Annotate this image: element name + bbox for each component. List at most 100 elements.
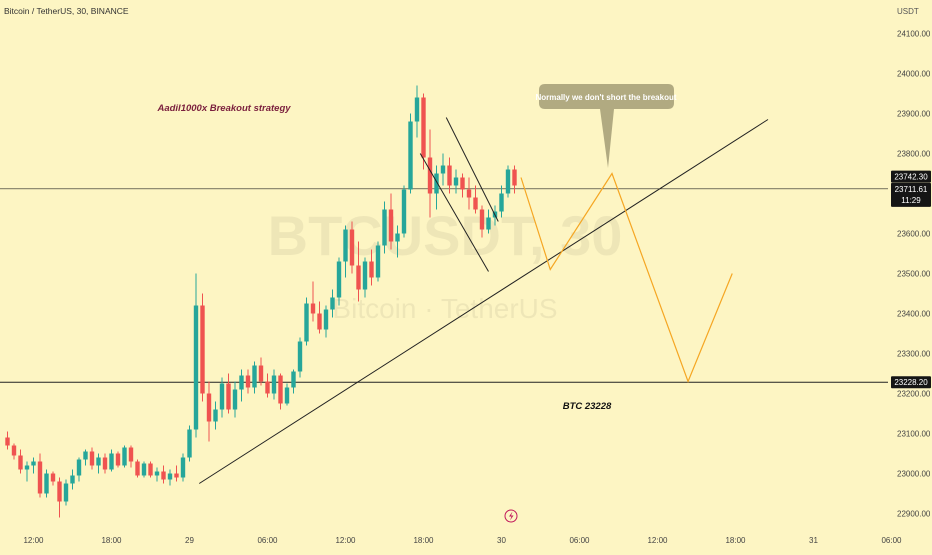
y-tick-label: 23100.00	[897, 430, 931, 439]
candle	[128, 445, 134, 468]
candle	[219, 377, 225, 418]
support-level-tag-bg	[891, 376, 931, 389]
x-tick-label: 06:00	[257, 536, 278, 545]
candle-body	[278, 375, 283, 404]
candle	[317, 301, 322, 334]
candle	[258, 357, 264, 386]
candle	[200, 293, 205, 402]
y-tick-label: 23800.00	[897, 150, 931, 159]
x-tick-label: 12:00	[23, 536, 44, 545]
candle	[479, 205, 485, 238]
candle-body	[180, 457, 186, 478]
candle-body	[50, 473, 56, 482]
candle-body	[460, 177, 465, 190]
candle-body	[401, 189, 407, 234]
strategy-annotation[interactable]: Aadil1000x Breakout strategy	[156, 103, 291, 114]
candle-body	[505, 169, 511, 194]
support-level-tag: 23228.20	[891, 376, 931, 389]
candle	[213, 401, 218, 430]
falling-channel-upper	[445, 117, 499, 222]
level-annotation[interactable]: BTC 23228	[563, 401, 612, 412]
candle	[271, 369, 277, 400]
candle	[63, 479, 69, 506]
trendlines[interactable]	[198, 117, 769, 484]
callout-bubble[interactable]: Normally we don't short the breakout	[535, 84, 677, 168]
candle	[323, 305, 329, 338]
y-tick-label: 23900.00	[897, 110, 931, 119]
candle	[115, 451, 121, 468]
watermark-ticker: BTCUSDT, 30	[268, 204, 623, 267]
chart-title: Bitcoin / TetherUS, 30, BINANCE	[4, 6, 129, 16]
candle	[109, 449, 114, 472]
candle-body	[310, 303, 316, 314]
candle-body	[499, 193, 504, 212]
candle	[161, 465, 166, 484]
candle-body	[330, 297, 335, 310]
candle	[154, 467, 160, 482]
candle	[50, 471, 56, 486]
candle	[427, 129, 433, 218]
y-tick-label: 24000.00	[897, 70, 931, 79]
candle-body	[356, 265, 361, 290]
horizontal-levels	[0, 188, 888, 383]
candle	[505, 165, 511, 198]
candle	[447, 157, 452, 194]
candle	[180, 453, 186, 482]
candle-body	[427, 157, 433, 194]
candle-body	[206, 393, 212, 422]
flash-icon[interactable]	[504, 509, 518, 523]
candle	[382, 201, 387, 254]
candle	[284, 383, 290, 406]
candle-body	[440, 165, 446, 174]
y-tick-label: 22900.00	[897, 510, 931, 519]
candle-body	[154, 471, 160, 476]
candle	[466, 177, 472, 210]
candle	[70, 469, 75, 490]
ascending-support	[198, 119, 769, 484]
candle-body	[395, 233, 400, 242]
candle-body	[115, 453, 121, 466]
candle-body	[219, 383, 225, 410]
x-tick-label: 31	[809, 536, 818, 545]
candle-body	[167, 473, 173, 480]
time-axis[interactable]: 12:00 18:00 29 06:00 12:00 18:00 30 06:00 12:00 1…	[23, 536, 932, 545]
candle-body	[434, 173, 439, 194]
candle	[395, 225, 400, 258]
candle-body	[466, 189, 472, 198]
candle-body	[271, 375, 277, 394]
projection-path[interactable]	[520, 172, 733, 384]
candle-body	[408, 121, 413, 190]
candle-body	[11, 445, 17, 456]
candle-body	[148, 463, 153, 476]
candle-body	[24, 465, 30, 470]
x-tick-label: 06:00	[881, 536, 902, 545]
candle	[304, 297, 309, 346]
candle	[11, 443, 17, 460]
candle-body	[421, 97, 426, 158]
x-tick-label: 06:00	[569, 536, 590, 545]
x-tick-label: 18:00	[413, 536, 434, 545]
price-tags: 23742.30 23711.61 11:29 23228.20	[891, 170, 931, 389]
y-tick-label: 23300.00	[897, 350, 931, 359]
candle-body	[388, 209, 394, 242]
candle	[206, 381, 212, 442]
candle	[193, 273, 199, 438]
candle	[167, 469, 173, 486]
y-tick-label: 23400.00	[897, 310, 931, 319]
candle-body	[486, 217, 491, 230]
candle	[388, 193, 394, 250]
candle-body	[109, 453, 114, 470]
candle	[252, 361, 257, 394]
falling-channel-lower	[419, 153, 489, 272]
candle	[291, 369, 296, 394]
candle	[343, 225, 348, 278]
price-axis[interactable]: USDT 22900.00 23000.00 23100.00 23200.00 233…	[897, 7, 931, 519]
x-tick-label: 12:00	[335, 536, 356, 545]
y-tick-label: 24100.00	[897, 30, 931, 39]
candle-body	[382, 209, 387, 246]
x-tick-label: 18:00	[725, 536, 746, 545]
candle-body	[83, 451, 88, 460]
candle	[265, 373, 270, 398]
